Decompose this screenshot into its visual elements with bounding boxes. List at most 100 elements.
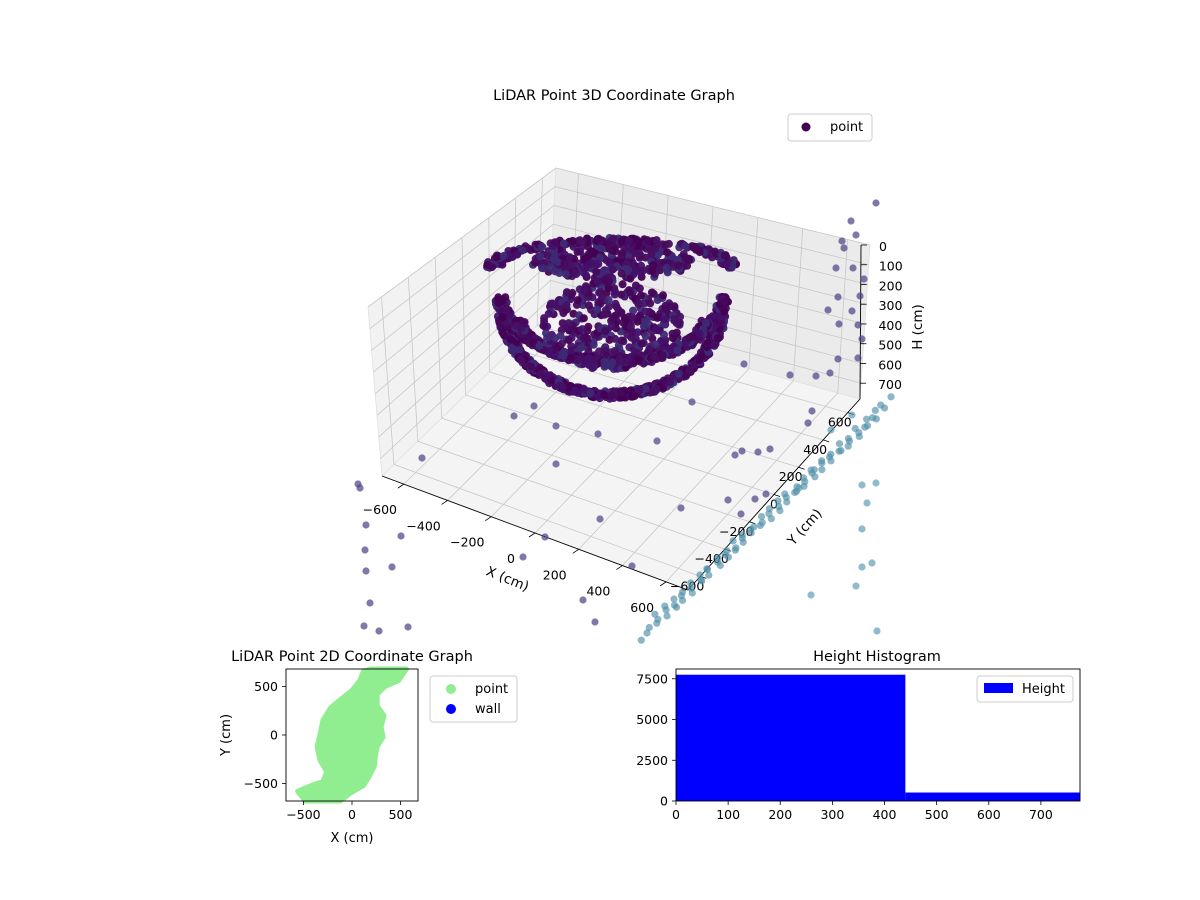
scatter-point-3d [807,591,815,599]
scatter-point-3d [766,445,774,453]
chart-title-histogram: Height Histogram [813,649,941,665]
scatter-point-3d [858,563,866,571]
scatter-point-3d [643,629,651,637]
y-tick-label-2d: 500 [254,679,278,694]
scatter-point-3d [659,315,668,324]
scatter-point-3d [626,245,635,254]
scatter-point-3d [720,307,729,316]
scatter-point-3d [824,306,832,314]
scatter-point-3d [710,247,719,256]
scatter-point-3d [625,343,634,352]
grid-line-y [461,237,775,495]
scatter-point-3d [616,388,625,397]
point-region-2d [295,666,409,804]
scatter-point-3d [659,376,668,385]
scatter-point-3d [863,499,871,507]
scatter-point-3d [775,502,783,510]
scatter-point-3d [604,278,613,287]
x-tick-mark-3d [659,581,667,587]
legend-histogram-swatch [984,683,1013,693]
scatter-point-3d [584,301,593,310]
scatter-point-3d [621,357,630,366]
scatter-point-3d [649,289,658,298]
y-tick-label-3d: 600 [828,415,852,430]
grid-line-z [367,167,871,308]
scatter-point-3d [708,312,717,321]
scatter-point-3d [834,293,842,301]
scatter-point-3d [670,315,679,324]
scatter-point-3d [738,447,746,455]
scatter-point-3d [664,239,673,248]
scatter-point-3d [628,392,637,401]
scatter-point-3d [592,267,601,276]
x-tick-label-2d: −500 [286,807,320,822]
scatter-point-3d [740,360,748,368]
scatter-point-3d [851,424,859,433]
scatter-point-3d [804,419,812,427]
plot-frame-histogram [675,668,1081,802]
scatter-point-3d [494,299,503,307]
scatter-point-3d [578,325,587,334]
scatter-point-3d [818,466,826,474]
x-tick-label-3d: 400 [586,584,610,599]
scatter-point-3d [557,339,566,348]
scatter-point-3d [877,401,885,409]
z-tick-label-3d: 200 [879,278,903,293]
scatter-point-3d [558,383,567,391]
scatter-point-3d [562,288,571,297]
scatter-point-3d [670,601,679,609]
x-tick-label-histogram: 200 [768,807,792,822]
scatter-point-3d [623,330,632,339]
scatter-point-3d [826,369,834,377]
scatter-point-3d [695,329,704,338]
scatter-point-3d [535,341,544,350]
scatter-point-3d [691,242,699,251]
scatter-point-3d [493,252,502,261]
scatter-point-3d [637,339,646,348]
point-region-2d-fill [295,666,409,804]
scatter-point-3d [635,385,644,394]
scatter-point-3d [552,422,560,430]
legend-2d-marker-point [446,684,456,694]
scatter-point-3d [641,253,650,262]
y-axis-label-3d: Y (cm) [784,506,826,550]
legend-3d-label-point: point [830,120,863,135]
scatter-point-3d [720,297,729,306]
scatter-point-3d [356,484,364,492]
scatter-point-3d [765,505,774,513]
scatter-point-3d [869,414,877,422]
scatter-point-3d [639,322,648,331]
scatter-point-3d [617,269,626,278]
scatter-point-3d [696,571,704,579]
scatter-point-3d [872,479,880,487]
scatter-point-3d [751,495,759,503]
scatter-point-3d [663,612,671,620]
scatter-point-3d [512,250,521,259]
scatter-point-3d [578,237,587,246]
scatter-point-3d [661,602,669,610]
scatter-point-3d [595,253,604,262]
scatter-point-3d [631,334,640,343]
scatter-point-3d [509,345,518,354]
y-tick-label-histogram: 7500 [636,671,668,686]
grid-line-y [536,177,848,414]
scatter-point-3d [500,331,509,340]
z-tick-label-3d: 600 [878,357,902,372]
scatter-point-3d [601,327,610,335]
scatter-point-3d [580,285,588,294]
scatter-point-3d [628,562,636,570]
legend-2d-marker-wall [446,704,456,714]
scatter-point-3d [681,242,690,251]
legend-3d-frame [787,113,873,142]
scatter-point-3d [858,525,866,533]
scatter-point-3d [560,259,569,268]
scatter-point-3d [636,311,644,320]
scatter-point-3d [404,623,412,631]
z-tick-label-3d: 0 [879,239,887,254]
scatter-point-3d [366,599,374,607]
scatter-point-3d [586,389,595,398]
scatter-point-3d [658,351,667,360]
scatter-point-3d [552,460,560,468]
scatter-point-3d [673,346,682,355]
